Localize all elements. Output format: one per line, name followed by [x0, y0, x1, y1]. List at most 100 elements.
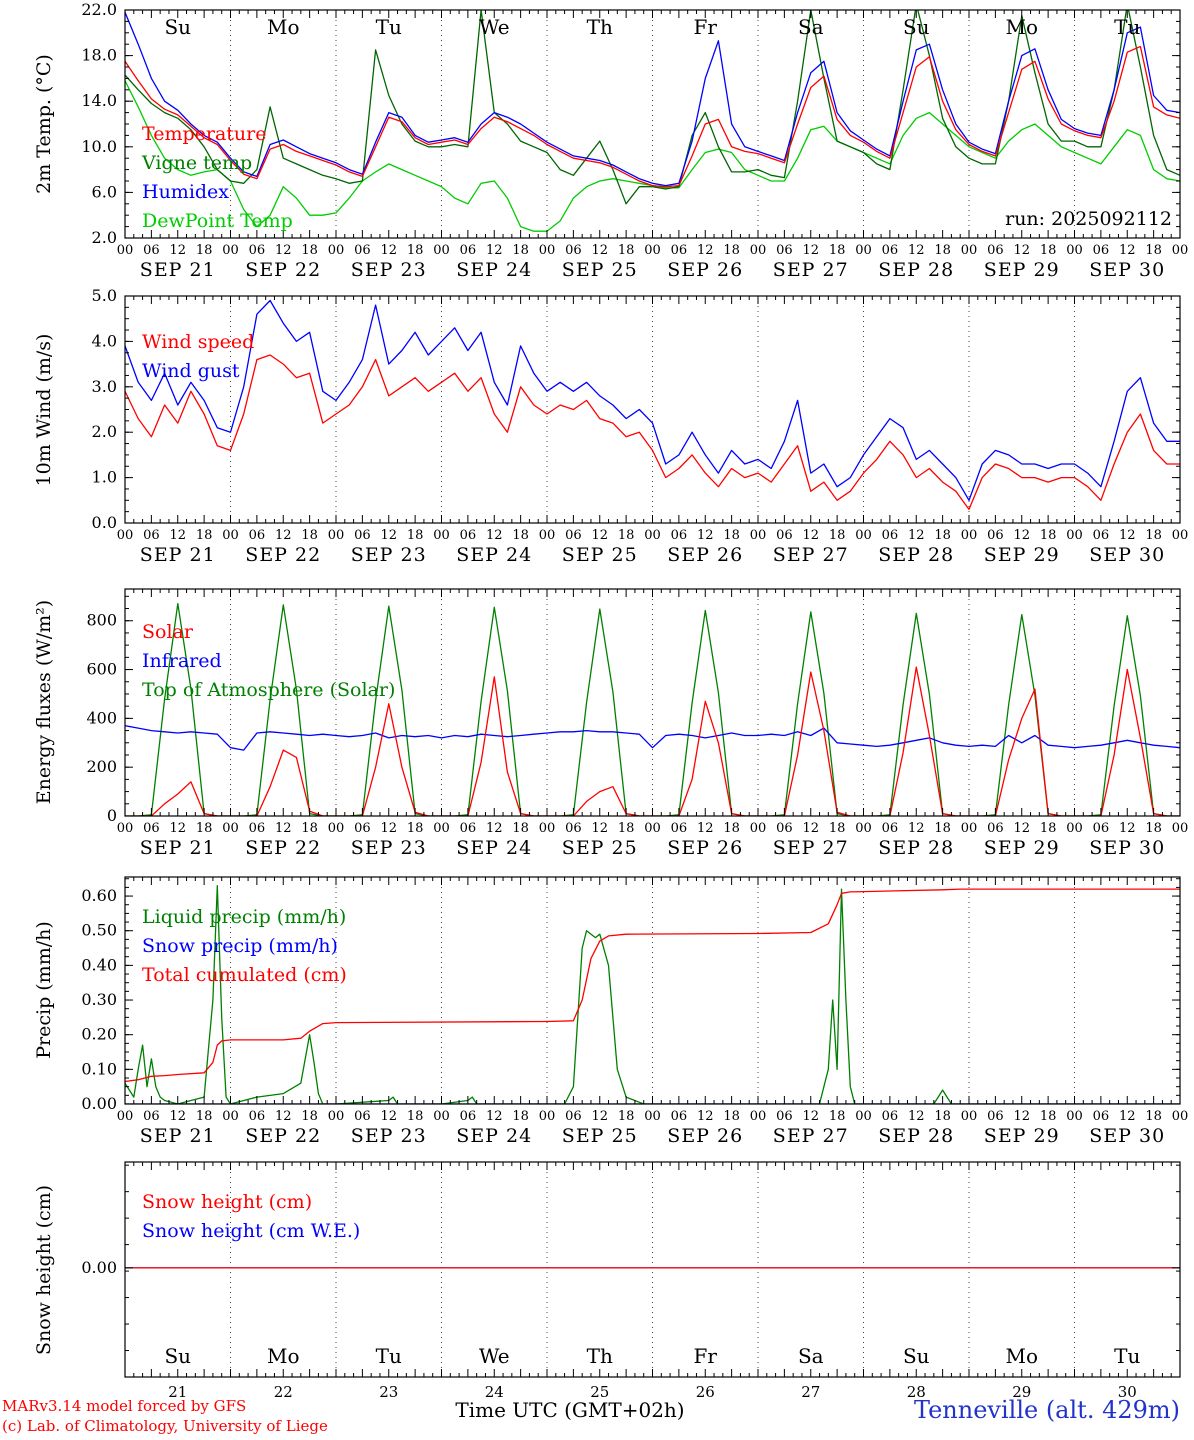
axis-text: 25: [590, 1383, 609, 1401]
axis-text: SEP 22: [245, 259, 321, 281]
axis-text: 3.0: [92, 377, 117, 396]
dow-label-mo-1: Mo: [267, 1344, 300, 1368]
axis-text: 18: [1040, 821, 1057, 836]
axis-text: 12: [1013, 243, 1030, 258]
axis-text: SEP 26: [667, 544, 743, 566]
axis-text: 06: [249, 528, 266, 543]
axis-text: 30: [1118, 1383, 1137, 1401]
axis-text: 12: [275, 528, 292, 543]
axis-text: 06: [460, 1109, 477, 1124]
axis-text: 06: [249, 243, 266, 258]
axis-text: SEP 26: [667, 259, 743, 281]
axis-text: SEP 26: [667, 1125, 743, 1147]
axis-text: 18: [934, 1109, 951, 1124]
series-group-3: [125, 885, 1180, 1104]
axis-text: 00: [117, 1109, 134, 1124]
axis-text: 10.0: [81, 137, 117, 156]
legend-item-humidex: Humidex: [142, 181, 230, 203]
axis-text: 6.0: [92, 182, 117, 201]
series-group-1: [125, 299, 1180, 511]
axis-text: 06: [671, 821, 688, 836]
axis-text: 00: [539, 243, 556, 258]
axis-text: 12: [591, 1109, 608, 1124]
series-line-total-cumulated: [125, 888, 1180, 1083]
axis-text: SEP 23: [351, 837, 427, 859]
dow-label-tu-9: Tu: [1114, 15, 1140, 39]
axis-text: SEP 21: [140, 1125, 216, 1147]
axis-text: SEP 23: [351, 259, 427, 281]
axis-text: 18: [618, 1109, 635, 1124]
axis-text: 00: [222, 1109, 239, 1124]
axis-text: 06: [882, 1109, 899, 1124]
axis-text: SEP 25: [562, 544, 638, 566]
axis-text: 18: [512, 1109, 529, 1124]
axis-text: SEP 23: [351, 544, 427, 566]
dow-label-fr-5: Fr: [694, 15, 718, 39]
axis-text: 0.00: [81, 1258, 117, 1277]
axis-text: 5.0: [92, 286, 117, 305]
axis-text: 06: [776, 528, 793, 543]
axis-text: 18: [1145, 528, 1162, 543]
axis-text: 18: [301, 1109, 318, 1124]
axis-text: 18: [618, 243, 635, 258]
axis-text: 00: [750, 821, 767, 836]
axis-text: 06: [565, 528, 582, 543]
axis-text: 0.60: [81, 886, 117, 905]
axis-text: SEP 30: [1089, 259, 1165, 281]
axis-text: 06: [565, 821, 582, 836]
axis-text: 0.10: [81, 1059, 117, 1078]
axis-text: 00: [117, 821, 134, 836]
axis-text: 06: [671, 1109, 688, 1124]
ylabel-energy: Energy fluxes (W/m²): [33, 599, 55, 805]
axis-text: 00: [1172, 243, 1189, 258]
dow-label-sa-6: Sa: [798, 15, 824, 39]
axis-text: 00: [1066, 1109, 1083, 1124]
axis-text: SEP 27: [773, 837, 849, 859]
axis-text: SEP 30: [1089, 1125, 1165, 1147]
axis-text: 12: [1013, 821, 1030, 836]
axis-text: 12: [591, 243, 608, 258]
dow-label-su-0: Su: [164, 15, 191, 39]
axis-text: 06: [987, 528, 1004, 543]
axis-text: 00: [222, 821, 239, 836]
footer-model-line: MARv3.14 model forced by GFS: [2, 1397, 247, 1415]
time-axis-title: Time UTC (GMT+02h): [455, 1398, 685, 1422]
dow-label-tu-9: Tu: [1114, 1344, 1140, 1368]
axis-text: 00: [1172, 1109, 1189, 1124]
axis-text: 18: [934, 821, 951, 836]
axis-text: 14.0: [81, 91, 117, 110]
axis-text: 06: [565, 243, 582, 258]
axis-text: 06: [1093, 528, 1110, 543]
series-line-top-of-atmosphere-solar-: [125, 602, 1180, 816]
axis-text: SEP 22: [245, 1125, 321, 1147]
axis-text: 18: [512, 528, 529, 543]
axis-text: 18: [301, 528, 318, 543]
axis-text: 23: [379, 1383, 398, 1401]
legend-item-wind-speed: Wind speed: [142, 331, 255, 353]
axis-text: SEP 28: [878, 259, 954, 281]
axis-text: 22: [274, 1383, 293, 1401]
axis-text: SEP 30: [1089, 544, 1165, 566]
axis-text: SEP 22: [245, 837, 321, 859]
dow-label-tu-2: Tu: [376, 1344, 402, 1368]
axis-text: 0.30: [81, 990, 117, 1009]
axis-text: SEP 24: [456, 544, 532, 566]
axis-text: 12: [908, 1109, 925, 1124]
axis-text: 12: [802, 1109, 819, 1124]
axis-text: SEP 30: [1089, 837, 1165, 859]
axis-text: 00: [1172, 528, 1189, 543]
axis-text: 12: [802, 528, 819, 543]
axis-text: 00: [750, 528, 767, 543]
axis-text: SEP 29: [984, 1125, 1060, 1147]
legend-item-top-of-atmosphere-solar-: Top of Atmosphere (Solar): [142, 679, 396, 701]
axis-text: 0.0: [92, 513, 117, 532]
axis-text: 12: [169, 821, 186, 836]
axis-text: 12: [1119, 1109, 1136, 1124]
axis-text: 12: [169, 243, 186, 258]
axis-text: 18: [1145, 821, 1162, 836]
axis-text: 06: [460, 243, 477, 258]
axis-text: 06: [354, 528, 371, 543]
axis-text: 12: [908, 528, 925, 543]
axis-text: 12: [275, 821, 292, 836]
